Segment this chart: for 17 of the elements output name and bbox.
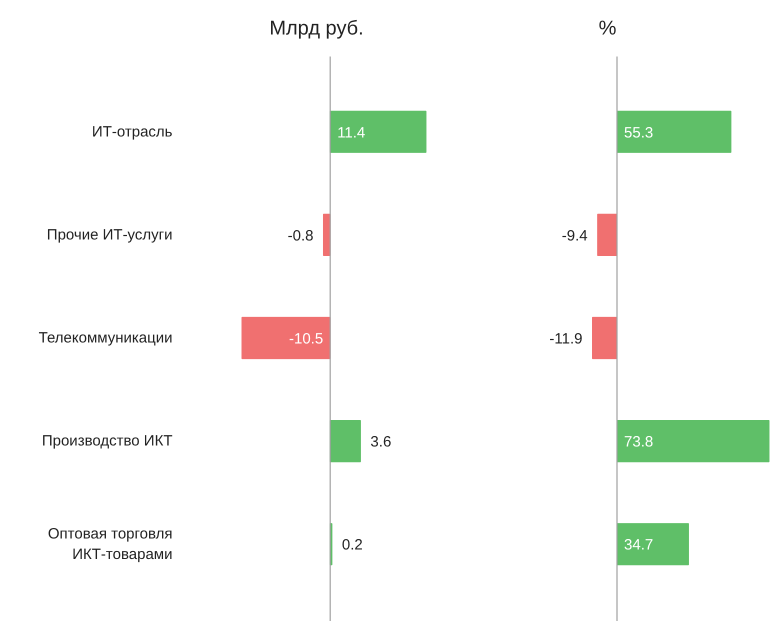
data-label: -11.9	[549, 330, 582, 348]
data-label: 3.6	[370, 434, 392, 451]
y-tick-label: Оптовая торговля ИКТ-товарами	[48, 525, 173, 563]
data-label: 0.2	[342, 536, 363, 554]
data-label: -10.5	[289, 330, 324, 348]
data-label: -9.4	[562, 227, 588, 244]
data-label: -0.8	[288, 227, 314, 244]
data-label: 73.8	[624, 434, 654, 451]
y-tick-label: ИТ-отрасль	[92, 123, 173, 140]
chart-title: Млрд руб.	[269, 18, 364, 40]
data-label: 34.7	[624, 536, 654, 554]
y-tick-label: Производство ИКТ	[42, 432, 173, 450]
data-label: 55.3	[624, 124, 654, 142]
y-tick-label: Телекоммуникации	[38, 330, 173, 346]
y-tick-label: Прочие ИТ-услуги	[46, 226, 173, 244]
data-label: 11.4	[337, 124, 366, 142]
chart-title: %	[598, 18, 617, 40]
